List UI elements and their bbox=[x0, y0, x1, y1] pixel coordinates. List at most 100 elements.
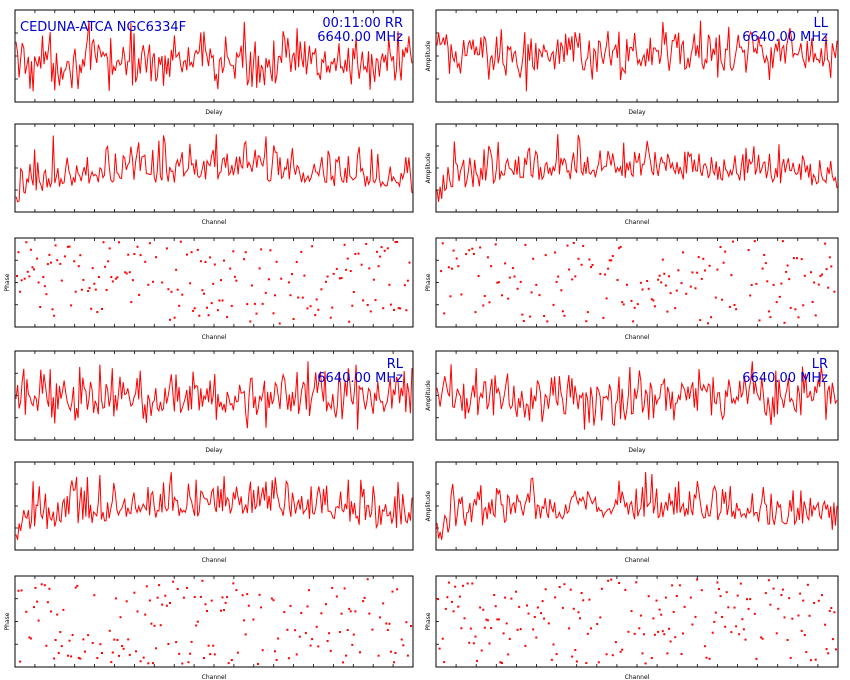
phase-point bbox=[20, 279, 23, 282]
phase-point bbox=[724, 250, 727, 253]
phase-point bbox=[315, 298, 318, 301]
phase-point bbox=[674, 307, 677, 310]
phase-point bbox=[764, 262, 767, 265]
phase-point bbox=[122, 647, 125, 650]
phase-point bbox=[383, 249, 386, 252]
phase-point bbox=[87, 634, 90, 637]
phase-point bbox=[666, 310, 669, 313]
phase-point bbox=[574, 649, 577, 651]
phase-point bbox=[824, 242, 827, 245]
phase-point bbox=[82, 638, 85, 641]
panel-frame bbox=[14, 575, 414, 668]
phase-point bbox=[351, 304, 354, 307]
phase-point bbox=[501, 662, 503, 664]
phase-point bbox=[611, 255, 614, 257]
phase-point bbox=[714, 611, 717, 614]
phase-point bbox=[159, 624, 162, 627]
x-axis-label: Delay bbox=[628, 447, 646, 454]
phase-point bbox=[516, 628, 519, 631]
phase-point bbox=[488, 301, 491, 304]
phase-point bbox=[332, 272, 335, 275]
phase-point bbox=[717, 588, 720, 590]
phase-point bbox=[633, 306, 636, 309]
phase-point bbox=[497, 618, 500, 621]
phase-point bbox=[286, 628, 289, 631]
phase-point bbox=[43, 584, 46, 587]
phase-point bbox=[235, 279, 238, 282]
phase-point bbox=[619, 650, 622, 653]
phase-point bbox=[369, 310, 372, 313]
phase-point bbox=[602, 316, 605, 319]
phase-point bbox=[596, 623, 599, 625]
phase-point bbox=[633, 632, 636, 635]
phase-point bbox=[275, 260, 278, 263]
phase-point bbox=[658, 274, 661, 277]
phase-point bbox=[764, 592, 767, 595]
phase-point bbox=[582, 245, 585, 247]
phase-point bbox=[150, 622, 153, 625]
phase-point bbox=[438, 647, 441, 650]
phase-point bbox=[221, 596, 224, 599]
phase-point bbox=[711, 631, 714, 634]
phase-point bbox=[309, 644, 312, 647]
phase-point bbox=[40, 583, 43, 586]
phase-point bbox=[167, 643, 170, 645]
panel-frame bbox=[435, 575, 839, 668]
phase-point bbox=[193, 307, 196, 310]
phase-point bbox=[289, 604, 292, 607]
phase-point bbox=[518, 605, 521, 608]
phase-point bbox=[70, 655, 73, 658]
phase-point bbox=[813, 281, 816, 284]
phase-point bbox=[586, 311, 589, 314]
phase-point bbox=[274, 650, 276, 653]
phase-point bbox=[746, 598, 748, 601]
phase-point bbox=[513, 275, 516, 278]
phase-point bbox=[203, 292, 205, 295]
phase-point bbox=[349, 270, 352, 272]
phase-point bbox=[510, 597, 513, 600]
phase-point bbox=[446, 596, 449, 599]
phase-point bbox=[700, 277, 703, 280]
phase-point bbox=[389, 650, 392, 653]
phase-point bbox=[246, 593, 249, 596]
phase-point bbox=[60, 645, 63, 648]
phase-point bbox=[287, 281, 290, 284]
phase-point bbox=[363, 596, 366, 599]
phase-point bbox=[675, 595, 678, 597]
phase-point bbox=[707, 322, 709, 325]
phase-point bbox=[204, 261, 207, 263]
phase-point bbox=[406, 654, 409, 657]
phase-point bbox=[201, 289, 204, 292]
phase-point bbox=[70, 304, 73, 307]
phase-point bbox=[272, 312, 275, 315]
phase-point bbox=[91, 267, 94, 270]
phase-point bbox=[521, 313, 524, 316]
phase-point bbox=[657, 278, 660, 281]
phase-point bbox=[193, 596, 196, 598]
phase-point bbox=[490, 627, 493, 630]
phase-point bbox=[87, 290, 90, 292]
phase-point bbox=[29, 637, 32, 640]
panel-LR-phase: Channel Phase bbox=[425, 575, 839, 680]
phase-point bbox=[714, 296, 717, 299]
phase-point bbox=[641, 288, 644, 291]
phase-point bbox=[557, 275, 560, 278]
phase-point bbox=[533, 616, 536, 618]
phase-point bbox=[644, 662, 647, 665]
phase-point bbox=[661, 630, 664, 633]
phase-point bbox=[610, 259, 613, 262]
phase-point bbox=[586, 632, 589, 635]
phase-point bbox=[742, 628, 745, 631]
phase-point bbox=[753, 240, 756, 243]
phase-point bbox=[93, 594, 96, 597]
phase-point bbox=[74, 290, 77, 293]
phase-point bbox=[379, 616, 382, 619]
phase-point bbox=[703, 269, 706, 272]
phase-point bbox=[393, 309, 395, 311]
phase-point bbox=[668, 627, 670, 630]
phase-point bbox=[441, 242, 444, 245]
phase-point bbox=[605, 297, 608, 300]
phase-point bbox=[385, 622, 388, 625]
phase-point bbox=[201, 579, 204, 582]
phase-point bbox=[457, 265, 460, 268]
